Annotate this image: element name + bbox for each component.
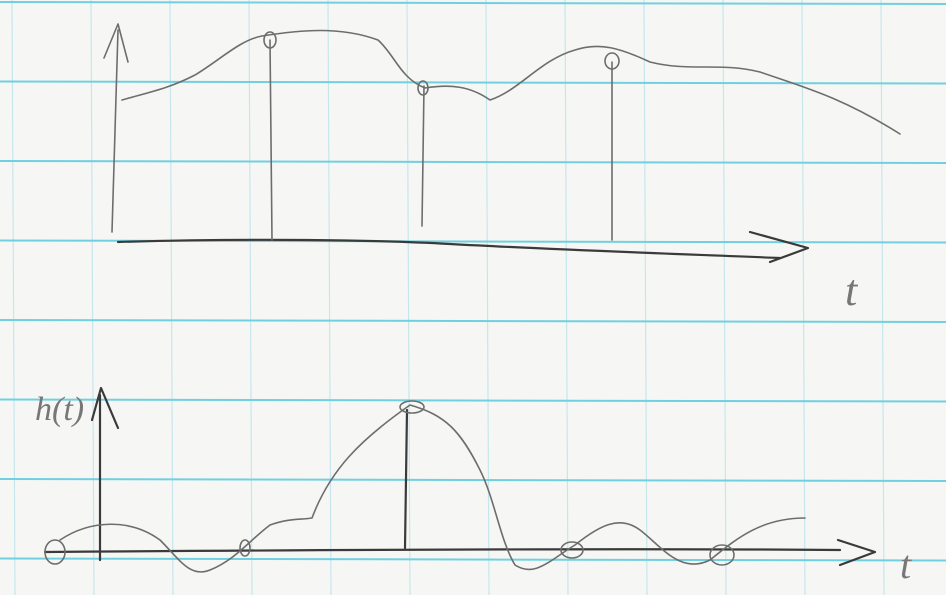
graph-paper: t h(t) t: [0, 0, 946, 595]
x-axis-label: t: [845, 266, 859, 315]
x-axis-label: t: [900, 542, 912, 587]
y-axis-label: h(t): [35, 391, 84, 428]
page: t h(t) t (() => { const data = JSON.pars…: [0, 0, 946, 595]
